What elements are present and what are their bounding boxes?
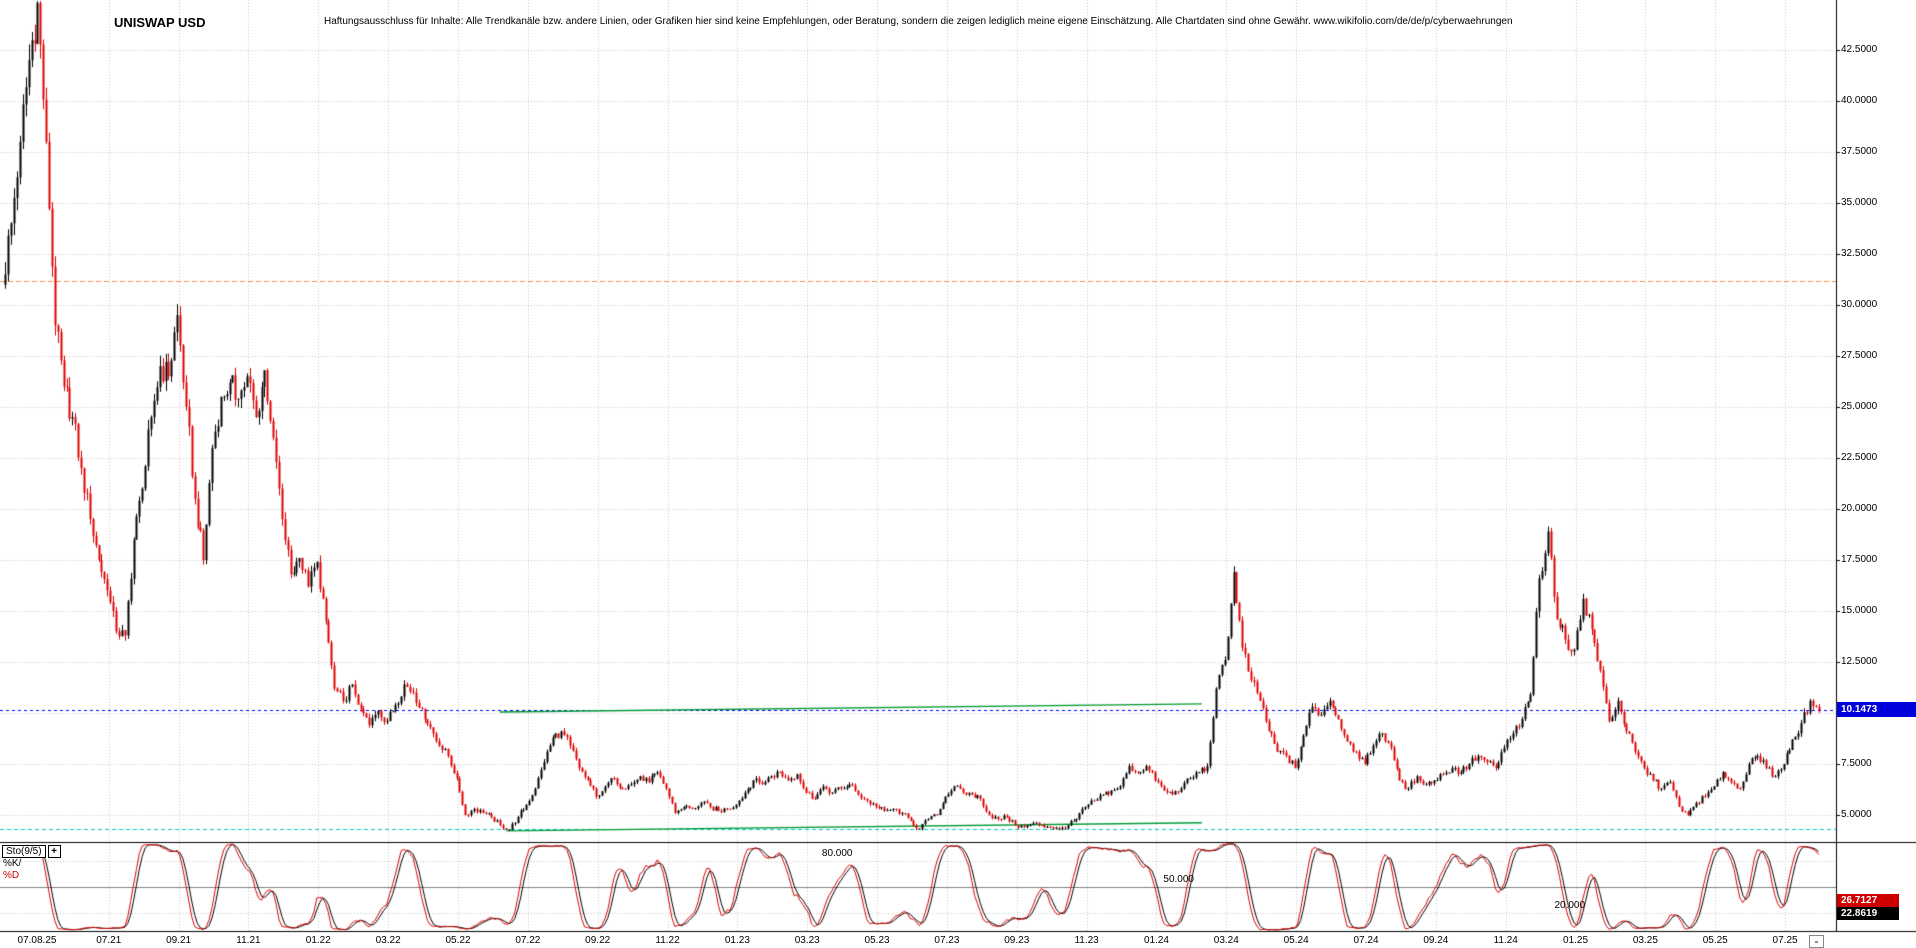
indicator-header: Sto(9/5) + (2, 845, 61, 858)
x-axis-label: 11.23 (1074, 935, 1099, 946)
sto-k-label: %K/ (3, 858, 22, 869)
sto-k-value-tag: 26.7127 (1837, 894, 1899, 907)
x-axis-label: 05.22 (445, 935, 471, 946)
price-axis-label: 37.5000 (1841, 146, 1878, 157)
x-axis-label: 01.25 (1563, 935, 1589, 946)
x-axis-label: 09.24 (1423, 935, 1449, 946)
sto-d-label: %D (3, 870, 20, 881)
sto-d-value-tag: 22.8619 (1837, 907, 1899, 920)
price-axis-label: 32.5000 (1841, 248, 1878, 259)
x-axis-label: 09.23 (1004, 935, 1030, 946)
price-axis-label: 17.5000 (1841, 554, 1878, 565)
x-axis-label: 07.22 (515, 935, 541, 946)
price-axis-label: 15.0000 (1841, 605, 1878, 616)
chart-title: UNISWAP USD (114, 15, 206, 30)
price-axis-label: 25.0000 (1841, 401, 1878, 412)
x-axis-label: 01.23 (724, 935, 750, 946)
x-axis-label: 03.25 (1632, 935, 1658, 946)
x-axis-label: 11.21 (236, 935, 261, 946)
x-axis-label: 07.24 (1353, 935, 1379, 946)
x-axis-label: 01.22 (305, 935, 331, 946)
price-axis-label: 40.0000 (1841, 95, 1878, 106)
zoom-out-button[interactable]: - (1809, 935, 1824, 948)
x-axis-label: 07.25 (1772, 935, 1798, 946)
x-axis-label: 03.22 (375, 935, 401, 946)
x-axis-label: 03.23 (794, 935, 820, 946)
sto-level-label: 80.000 (821, 847, 853, 859)
price-axis-label: 7.5000 (1841, 758, 1872, 769)
price-axis-label: 20.0000 (1841, 503, 1878, 514)
price-axis-label: 27.5000 (1841, 350, 1878, 361)
price-axis-label: 30.0000 (1841, 299, 1878, 310)
price-axis-label: 42.5000 (1841, 44, 1878, 55)
x-axis-label: 07.21 (96, 935, 122, 946)
x-axis-label: 05.23 (864, 935, 890, 946)
sto-level-label: 20.000 (1554, 900, 1586, 912)
x-axis-label: 05.25 (1702, 935, 1728, 946)
indicator-expand-button[interactable]: + (47, 845, 61, 858)
x-axis-label: 09.22 (585, 935, 611, 946)
x-axis-label: 07.23 (934, 935, 960, 946)
x-axis-label: 03.24 (1213, 935, 1239, 946)
chart-date-label: 07.08.25 (17, 935, 57, 946)
disclaimer-text: Haftungsausschluss für Inhalte: Alle Tre… (324, 16, 1513, 27)
x-axis-label: 01.24 (1143, 935, 1169, 946)
indicator-label[interactable]: Sto(9/5) (2, 845, 46, 858)
x-axis-label: 11.24 (1493, 935, 1518, 946)
x-axis-label: 09.21 (166, 935, 192, 946)
x-axis-label: 05.24 (1283, 935, 1309, 946)
price-axis-label: 22.5000 (1841, 452, 1878, 463)
price-axis-label: 5.0000 (1841, 809, 1872, 820)
x-axis-label: 11.22 (655, 935, 680, 946)
sto-level-label: 50.000 (1163, 874, 1194, 885)
price-axis-label: 35.0000 (1841, 197, 1878, 208)
current-price-tag: 10.1473 (1837, 702, 1916, 718)
price-axis-label: 12.5000 (1841, 656, 1878, 667)
